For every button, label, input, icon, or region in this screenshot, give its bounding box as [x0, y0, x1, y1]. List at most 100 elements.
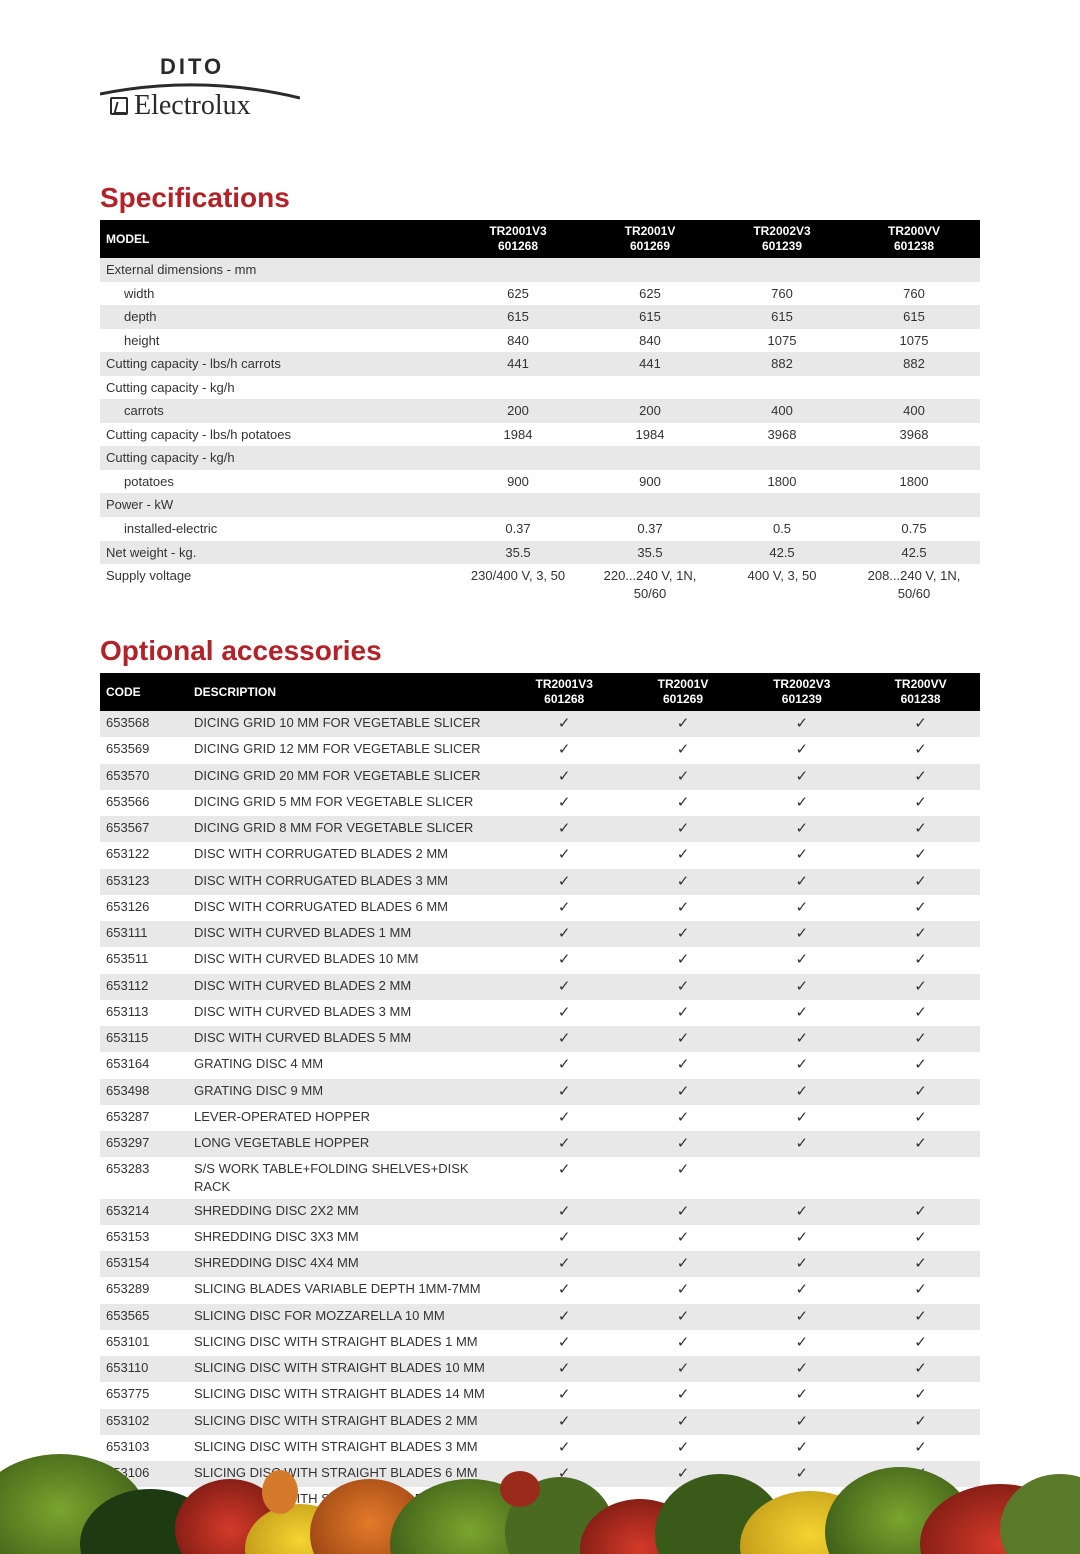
acc-check-cell: ✓ — [624, 842, 743, 868]
spec-row-label: height — [100, 329, 452, 353]
acc-check-cell: ✓ — [624, 1435, 743, 1461]
spec-row-label: Supply voltage — [100, 564, 452, 605]
acc-row: 653113DISC WITH CURVED BLADES 3 MM✓✓✓✓ — [100, 1000, 980, 1026]
acc-check-cell: ✓ — [624, 1105, 743, 1131]
spec-row: Supply voltage230/400 V, 3, 50220...240 … — [100, 564, 980, 605]
acc-desc-cell: SLICING DISC WITH STRAIGHT BLADES 1 MM — [188, 1330, 505, 1356]
acc-row: 653101SLICING DISC WITH STRAIGHT BLADES … — [100, 1330, 980, 1356]
acc-check-cell: ✓ — [624, 1304, 743, 1330]
acc-check-cell: ✓ — [742, 1052, 861, 1078]
acc-check-cell: ✓ — [505, 1000, 624, 1026]
spec-cell — [452, 258, 584, 282]
acc-check-cell: ✓ — [624, 711, 743, 737]
spec-row: width625625760760 — [100, 282, 980, 306]
acc-check-cell: ✓ — [624, 1131, 743, 1157]
accessories-table: CODE DESCRIPTION TR2001V3601268 TR2001V6… — [100, 673, 980, 1513]
spec-cell: 1800 — [716, 470, 848, 494]
acc-check-cell: ✓ — [861, 1277, 980, 1303]
acc-check-cell: ✓ — [861, 1330, 980, 1356]
logo-swash — [100, 76, 300, 96]
acc-row: 653126DISC WITH CORRUGATED BLADES 6 MM✓✓… — [100, 895, 980, 921]
acc-check-cell: ✓ — [861, 1026, 980, 1052]
acc-check-cell — [861, 1157, 980, 1198]
acc-code-cell: 653283 — [100, 1157, 188, 1198]
acc-desc-cell: SLICING DISC WITH STRAIGHT BLADES 10 MM — [188, 1356, 505, 1382]
acc-desc-cell: SLICING DISC WITH STRAIGHT BLADES 2 MM — [188, 1409, 505, 1435]
acc-row: 653106SLICING DISC WITH STRAIGHT BLADES … — [100, 1461, 980, 1487]
spec-cell: 0.75 — [848, 517, 980, 541]
spec-header-col-2: TR2002V3601239 — [716, 220, 848, 258]
spec-row-label: potatoes — [100, 470, 452, 494]
acc-check-cell: ✓ — [861, 1199, 980, 1225]
spec-cell: 42.5 — [848, 541, 980, 565]
acc-check-cell: ✓ — [505, 1026, 624, 1052]
acc-check-cell — [742, 1157, 861, 1198]
acc-header-desc: DESCRIPTION — [188, 673, 505, 711]
spec-cell: 625 — [584, 282, 716, 306]
spec-cell — [584, 493, 716, 517]
acc-row: 653102SLICING DISC WITH STRAIGHT BLADES … — [100, 1409, 980, 1435]
acc-check-cell: ✓ — [505, 1461, 624, 1487]
acc-check-cell: ✓ — [742, 1131, 861, 1157]
spec-cell: 615 — [848, 305, 980, 329]
spec-cell — [716, 493, 848, 517]
spec-cell: 0.37 — [584, 517, 716, 541]
acc-code-cell: 653289 — [100, 1277, 188, 1303]
acc-check-cell: ✓ — [742, 1435, 861, 1461]
acc-check-cell: ✓ — [742, 1079, 861, 1105]
acc-check-cell: ✓ — [861, 1435, 980, 1461]
accessories-heading: Optional accessories — [100, 635, 980, 667]
spec-cell: 1984 — [584, 423, 716, 447]
acc-check-cell: ✓ — [742, 921, 861, 947]
acc-check-cell: ✓ — [742, 1251, 861, 1277]
acc-code-cell: 653110 — [100, 1356, 188, 1382]
acc-check-cell: ✓ — [624, 1199, 743, 1225]
spec-row: Cutting capacity - lbs/h potatoes1984198… — [100, 423, 980, 447]
acc-code-cell: 653511 — [100, 947, 188, 973]
spec-row: Net weight - kg.35.535.542.542.5 — [100, 541, 980, 565]
spec-row: External dimensions - mm — [100, 258, 980, 282]
acc-check-cell: ✓ — [742, 1330, 861, 1356]
acc-row: 653297LONG VEGETABLE HOPPER✓✓✓✓ — [100, 1131, 980, 1157]
acc-row: 653111DISC WITH CURVED BLADES 1 MM✓✓✓✓ — [100, 921, 980, 947]
spec-cell: 615 — [452, 305, 584, 329]
spec-cell: 1984 — [452, 423, 584, 447]
acc-check-cell: ✓ — [505, 1356, 624, 1382]
spec-cell: 220...240 V, 1N, 50/60 — [584, 564, 716, 605]
acc-code-cell: 653164 — [100, 1052, 188, 1078]
acc-row: 653154SHREDDING DISC 4X4 MM✓✓✓✓ — [100, 1251, 980, 1277]
acc-check-cell: ✓ — [861, 1131, 980, 1157]
acc-check-cell: ✓ — [861, 1000, 980, 1026]
acc-check-cell: ✓ — [505, 869, 624, 895]
specifications-table: MODEL TR2001V3601268 TR2001V601269 TR200… — [100, 220, 980, 605]
acc-check-cell: ✓ — [505, 711, 624, 737]
acc-code-cell: 653123 — [100, 869, 188, 895]
acc-desc-cell: SHREDDING DISC 4X4 MM — [188, 1251, 505, 1277]
spec-row-label: depth — [100, 305, 452, 329]
acc-check-cell: ✓ — [861, 895, 980, 921]
specifications-heading: Specifications — [100, 182, 980, 214]
spec-cell: 625 — [452, 282, 584, 306]
spec-cell: 840 — [584, 329, 716, 353]
acc-desc-cell: DISC WITH CORRUGATED BLADES 2 MM — [188, 842, 505, 868]
acc-row: 653112DISC WITH CURVED BLADES 2 MM✓✓✓✓ — [100, 974, 980, 1000]
spec-cell: 615 — [716, 305, 848, 329]
acc-check-cell: ✓ — [861, 1105, 980, 1131]
acc-code-cell: 653154 — [100, 1251, 188, 1277]
spec-cell: 900 — [584, 470, 716, 494]
acc-desc-cell: DICING GRID 5 MM FOR VEGETABLE SLICER — [188, 790, 505, 816]
acc-desc-cell: DICING GRID 10 MM FOR VEGETABLE SLICER — [188, 711, 505, 737]
acc-row: 653214SHREDDING DISC 2X2 MM✓✓✓✓ — [100, 1199, 980, 1225]
spec-cell: 1800 — [848, 470, 980, 494]
spec-cell: 3968 — [716, 423, 848, 447]
acc-code-cell: 653112 — [100, 974, 188, 1000]
spec-cell: 1075 — [848, 329, 980, 353]
spec-cell: 35.5 — [452, 541, 584, 565]
spec-cell: 615 — [584, 305, 716, 329]
acc-check-cell: ✓ — [505, 1052, 624, 1078]
spec-cell: 1075 — [716, 329, 848, 353]
acc-check-cell: ✓ — [742, 974, 861, 1000]
acc-header-col-2: TR2002V3601239 — [742, 673, 861, 711]
spec-row: height84084010751075 — [100, 329, 980, 353]
acc-check-cell: ✓ — [742, 1461, 861, 1487]
